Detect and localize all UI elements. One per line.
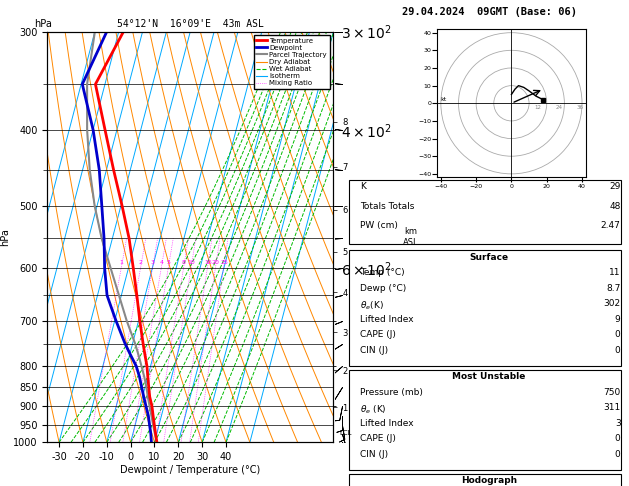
Text: Lifted Index: Lifted Index [360, 419, 414, 428]
Text: 0: 0 [615, 434, 621, 444]
Text: Dewp (°C): Dewp (°C) [360, 284, 406, 293]
Text: CAPE (J): CAPE (J) [360, 434, 396, 444]
Text: 302: 302 [603, 299, 621, 309]
Text: Totals Totals: Totals Totals [360, 202, 415, 211]
Text: PW (cm): PW (cm) [360, 221, 398, 230]
Bar [349, 250, 621, 366]
Text: Surface: Surface [469, 253, 509, 262]
Text: 311: 311 [603, 403, 621, 413]
Text: LCL: LCL [339, 430, 352, 436]
Text: K: K [360, 182, 366, 191]
Text: 3: 3 [615, 419, 621, 428]
Text: 3: 3 [151, 260, 155, 265]
Text: 1: 1 [120, 260, 124, 265]
Bar [349, 370, 621, 470]
Text: Temp (°C): Temp (°C) [360, 268, 405, 278]
X-axis label: Dewpoint / Temperature (°C): Dewpoint / Temperature (°C) [120, 465, 260, 475]
Text: 0: 0 [615, 450, 621, 459]
Text: 750: 750 [603, 388, 621, 397]
Text: 8.7: 8.7 [606, 284, 621, 293]
Text: 54°12'N  16°09'E  43m ASL: 54°12'N 16°09'E 43m ASL [117, 19, 264, 29]
Text: 2.47: 2.47 [601, 221, 621, 230]
Text: $\theta_e$ (K): $\theta_e$ (K) [360, 403, 387, 416]
Text: 16: 16 [204, 260, 211, 265]
Text: 48: 48 [610, 202, 621, 211]
Text: 25: 25 [220, 260, 228, 265]
Text: 12: 12 [535, 104, 542, 109]
Text: Most Unstable: Most Unstable [452, 372, 526, 382]
Legend: Temperature, Dewpoint, Parcel Trajectory, Dry Adiabat, Wet Adiabat, Isotherm, Mi: Temperature, Dewpoint, Parcel Trajectory… [253, 35, 330, 89]
Text: $\theta_e$(K): $\theta_e$(K) [360, 299, 384, 312]
Text: kt: kt [441, 97, 447, 102]
Text: 29.04.2024  09GMT (Base: 06): 29.04.2024 09GMT (Base: 06) [401, 7, 577, 17]
Text: 4: 4 [160, 260, 164, 265]
Text: Pressure (mb): Pressure (mb) [360, 388, 423, 397]
Bar [349, 474, 621, 486]
Text: 24: 24 [555, 104, 562, 109]
Bar [349, 180, 621, 244]
Text: 0: 0 [615, 330, 621, 340]
Text: 20: 20 [212, 260, 220, 265]
Y-axis label: km
ASL: km ASL [403, 227, 419, 246]
Text: 10: 10 [187, 260, 196, 265]
Text: CIN (J): CIN (J) [360, 450, 389, 459]
Text: 0: 0 [615, 346, 621, 355]
Text: 9: 9 [615, 315, 621, 324]
Text: 8: 8 [182, 260, 186, 265]
Text: CAPE (J): CAPE (J) [360, 330, 396, 340]
Text: 29: 29 [610, 182, 621, 191]
Text: 11: 11 [609, 268, 621, 278]
Text: 36: 36 [577, 104, 584, 109]
Text: Hodograph: Hodograph [461, 476, 517, 486]
Text: hPa: hPa [35, 19, 52, 29]
Text: 5: 5 [167, 260, 170, 265]
Text: 2: 2 [139, 260, 143, 265]
Y-axis label: hPa: hPa [0, 228, 10, 246]
Text: Lifted Index: Lifted Index [360, 315, 414, 324]
Text: CIN (J): CIN (J) [360, 346, 389, 355]
